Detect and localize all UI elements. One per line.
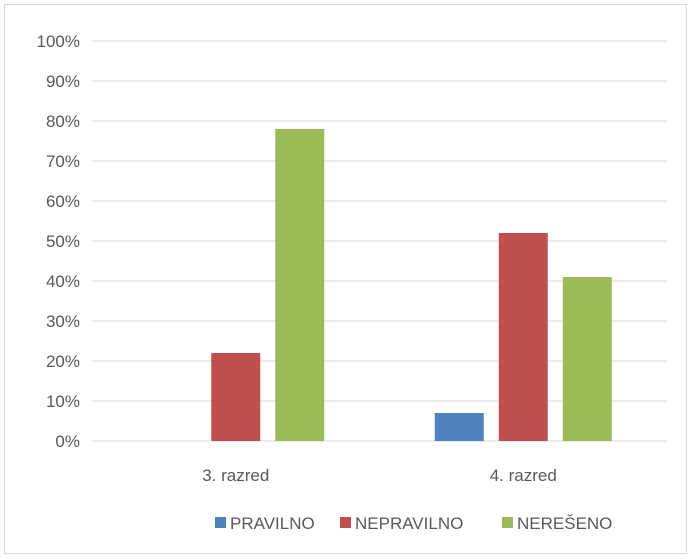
x-tick-label: 4. razred: [490, 466, 557, 485]
legend-label: PRAVILNO: [230, 514, 315, 533]
y-tick-label: 10%: [46, 392, 80, 411]
x-axis-ticks: 3. razred 4. razred: [202, 466, 557, 485]
legend-label: NEPRAVILNO: [355, 514, 463, 533]
y-tick-label: 60%: [46, 192, 80, 211]
y-tick-label: 0%: [55, 432, 80, 451]
y-tick-label: 30%: [46, 312, 80, 331]
legend-swatch: [340, 517, 351, 528]
y-tick-label: 20%: [46, 352, 80, 371]
bar: [434, 413, 484, 441]
y-tick-label: 40%: [46, 272, 80, 291]
bar: [498, 233, 548, 441]
bars: [211, 129, 612, 441]
y-tick-label: 100%: [37, 32, 80, 51]
legend: PRAVILNO NEPRAVILNO NEREŠENO: [215, 514, 612, 533]
y-tick-label: 90%: [46, 72, 80, 91]
bar: [275, 129, 325, 441]
bar: [562, 277, 612, 441]
legend-label: NEREŠENO: [517, 514, 612, 533]
y-tick-label: 70%: [46, 152, 80, 171]
x-tick-label: 3. razred: [202, 466, 269, 485]
legend-swatch: [215, 517, 226, 528]
y-axis-ticks: 0% 10% 20% 30% 40% 50% 60% 70% 80% 90% 100%: [37, 32, 80, 451]
y-tick-label: 50%: [46, 232, 80, 251]
bar: [211, 353, 261, 441]
y-tick-label: 80%: [46, 112, 80, 131]
legend-swatch: [502, 517, 513, 528]
